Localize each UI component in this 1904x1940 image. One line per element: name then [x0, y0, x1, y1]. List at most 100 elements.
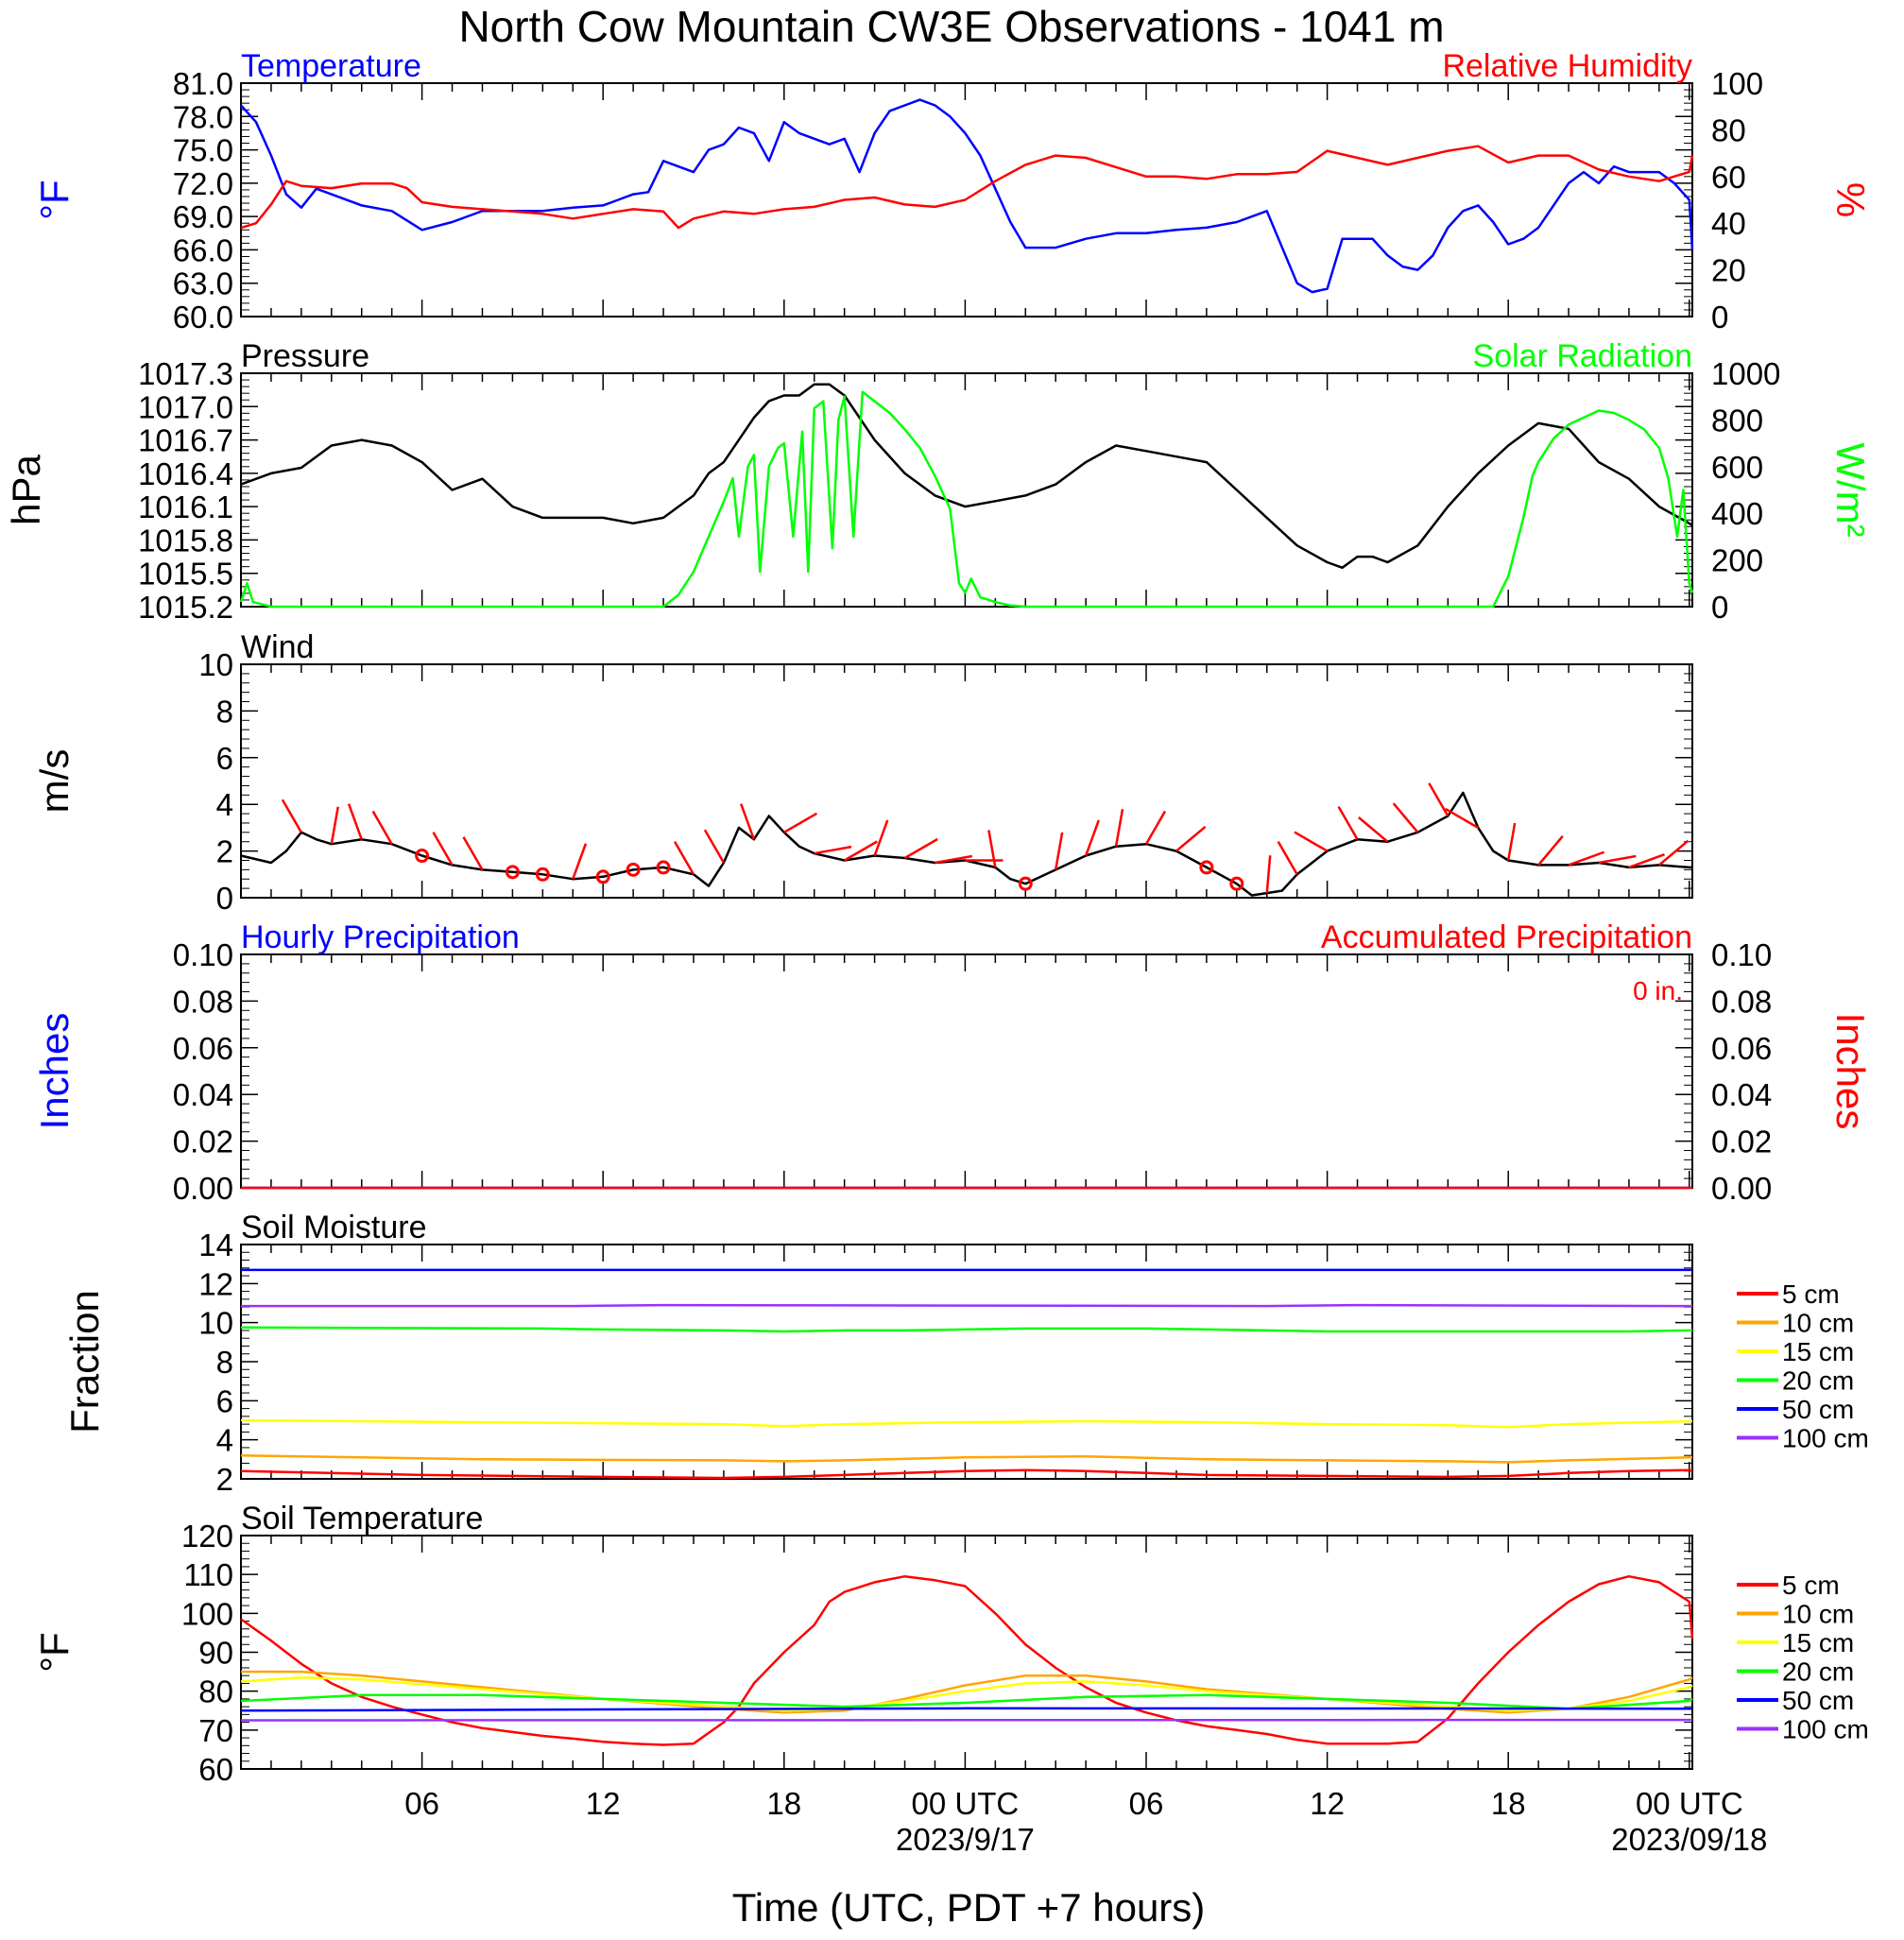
series-line-relative-humidity — [240, 145, 1694, 230]
wind-direction-barb — [1114, 809, 1124, 847]
y2-axis-label: Inches — [1828, 1013, 1873, 1130]
legend-label: 10 cm — [1782, 1600, 1854, 1629]
calm-wind-marker — [415, 849, 430, 864]
wind-direction-barb — [1568, 850, 1605, 867]
panel-left-title: Soil Temperature — [241, 1501, 483, 1537]
y2-tick-label: 800 — [1711, 403, 1763, 438]
x-tick-label: 12 — [1310, 1786, 1345, 1821]
series-line-10-cm — [240, 1453, 1692, 1464]
x-tick-sublabel: 2023/09/18 — [1611, 1822, 1767, 1857]
series-line-5-cm — [240, 1468, 1693, 1480]
y-axis-label: °F — [32, 180, 77, 219]
y-tick-label: 2 — [216, 834, 233, 869]
y-tick-label: 63.0 — [173, 266, 233, 301]
wind-direction-barb — [1294, 831, 1329, 852]
y-tick-label: 1015.2 — [138, 590, 233, 625]
y2-axis-label: W/m² — [1828, 442, 1873, 537]
y-tick-label: 72.0 — [173, 166, 233, 201]
wind-direction-barb — [903, 837, 938, 860]
wind-direction-barb — [783, 812, 818, 833]
wind-direction-barb — [814, 845, 852, 855]
y-tick-label: 10 — [198, 1306, 233, 1341]
y-tick-label: 1016.1 — [138, 489, 233, 524]
wind-direction-barb — [1358, 816, 1389, 843]
wind-direction-barb — [1337, 805, 1359, 840]
calm-wind-marker — [656, 860, 671, 875]
y-tick-label: 10 — [198, 647, 233, 682]
panel-left-title: Temperature — [241, 48, 421, 84]
y2-tick-label: 1000 — [1711, 356, 1780, 391]
y-tick-label: 78.0 — [173, 99, 233, 134]
x-axis-title: Time (UTC, PDT +7 hours) — [732, 1885, 1206, 1930]
legend-label: 20 cm — [1782, 1657, 1854, 1687]
wind-direction-barb — [1445, 807, 1479, 829]
calm-wind-marker — [535, 867, 550, 882]
y-axis-label: hPa — [4, 454, 48, 524]
y-tick-label: 0.06 — [173, 1031, 233, 1066]
panel-temperature-humidity: 81.078.075.072.069.066.063.060.0 100 80 60 4… — [32, 48, 1873, 335]
wind-direction-barb — [1054, 832, 1064, 870]
y-tick-label: 1015.5 — [138, 557, 233, 592]
y-tick-label: 120 — [181, 1519, 233, 1554]
y-tick-label: 60 — [198, 1752, 233, 1787]
y-tick-label: 0.04 — [173, 1077, 233, 1112]
legend-label: 20 cm — [1782, 1366, 1854, 1396]
wind-direction-barb — [1658, 839, 1690, 867]
panel-left-title: Soil Moisture — [241, 1210, 427, 1245]
y-tick-label: 1016.4 — [138, 456, 233, 491]
y-tick-label: 1017.0 — [138, 389, 233, 424]
panel-right-title: Relative Humidity — [1442, 48, 1692, 84]
y-tick-label: 1016.7 — [138, 423, 233, 458]
accumulated-total-label: 0 in. — [1633, 976, 1683, 1005]
series-line-temperature — [240, 98, 1694, 294]
y-tick-label: 0.08 — [173, 984, 233, 1019]
wind-direction-barb — [330, 806, 339, 845]
y2-tick-label: 0.02 — [1711, 1125, 1772, 1159]
y-tick-label: 81.0 — [173, 66, 233, 101]
y2-tick-label: 400 — [1711, 496, 1763, 531]
x-tick-label: 00 UTC — [1636, 1786, 1743, 1821]
wind-direction-barb — [1277, 841, 1298, 875]
calm-wind-marker — [626, 862, 641, 877]
calm-wind-marker — [505, 865, 520, 880]
series-line-50-cm — [240, 1707, 1693, 1712]
wind-direction-barb — [740, 803, 756, 840]
y2-tick-label: 20 — [1711, 253, 1746, 288]
wind-direction-barb — [432, 832, 454, 867]
legend-label: 5 cm — [1782, 1279, 1840, 1309]
y-tick-label: 2 — [216, 1462, 233, 1497]
series-line-pressure — [240, 383, 1693, 570]
wind-direction-barb — [1144, 810, 1167, 845]
x-tick-label: 18 — [1491, 1786, 1526, 1821]
y2-tick-label: 0.00 — [1711, 1171, 1772, 1206]
y2-tick-label: 0.08 — [1711, 984, 1772, 1019]
y2-tick-label: 0 — [1711, 300, 1728, 335]
series-line-20-cm — [240, 1326, 1692, 1333]
panel-precipitation: 0.10 0.08 0.06 0.04 0.02 0.00 0.10 0.08 0.06 0.04… — [32, 919, 1873, 1206]
wind-direction-barb — [1506, 822, 1517, 861]
wind-direction-barb — [1265, 855, 1272, 894]
y-tick-label: 0.02 — [173, 1125, 233, 1159]
calm-wind-marker — [1018, 876, 1033, 891]
panel-pressure-solar: 1017.31017.01016.71016.41016.11015.81015… — [4, 338, 1873, 625]
wind-direction-barb — [1084, 819, 1100, 856]
wind-direction-barb — [462, 836, 484, 870]
y-tick-label: 66.0 — [173, 232, 233, 267]
y-tick-label: 8 — [216, 1345, 233, 1380]
x-tick-sublabel: 2023/9/17 — [896, 1822, 1035, 1857]
panel-left-title: Wind — [241, 629, 314, 665]
x-tick-label: 06 — [1129, 1786, 1164, 1821]
y2-tick-label: 200 — [1711, 543, 1763, 578]
y2-tick-label: 80 — [1711, 112, 1746, 147]
y-tick-label: 6 — [216, 1383, 233, 1418]
wind-direction-barb — [281, 798, 302, 833]
legend-label: 10 cm — [1782, 1309, 1854, 1338]
legend-label: 15 cm — [1782, 1337, 1854, 1366]
y-tick-label: 80 — [198, 1674, 233, 1709]
legend-label: 15 cm — [1782, 1628, 1854, 1657]
wind-direction-barb — [987, 830, 997, 868]
wind-direction-barb — [935, 854, 973, 865]
wind-direction-barb — [1428, 782, 1449, 817]
